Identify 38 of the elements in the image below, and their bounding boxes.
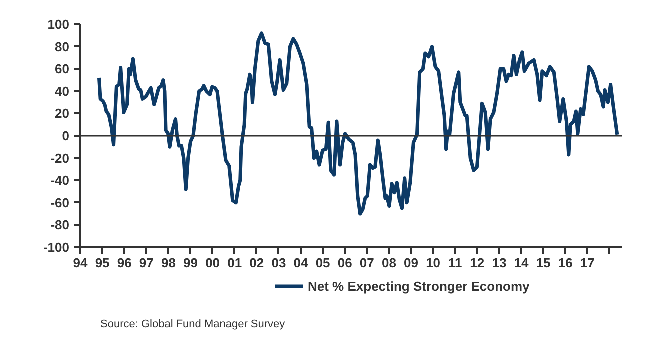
y-tick-label: 60	[55, 62, 70, 77]
x-tick-label: 99	[184, 256, 198, 270]
x-tick-label: 02	[250, 256, 264, 270]
legend-label: Net % Expecting Stronger Economy	[308, 278, 530, 294]
x-tick-label: 03	[272, 256, 286, 270]
x-tick-label: 13	[492, 256, 507, 270]
x-tick-label: 08	[382, 256, 396, 270]
y-tick-label: -100	[43, 240, 70, 255]
x-tick-label: 96	[117, 256, 132, 270]
x-tick-label: 00	[206, 256, 220, 270]
x-tick-label: 16	[558, 256, 573, 270]
line-series	[97, 32, 620, 216]
x-tick-label: 09	[404, 256, 418, 270]
y-tick-label: 80	[55, 39, 70, 54]
y-tick-label: -60	[50, 195, 70, 210]
x-tick-label: 07	[360, 256, 374, 270]
y-tick-label: -20	[50, 150, 70, 166]
x-tick-label: 05	[316, 256, 330, 270]
x-tick-label: 01	[228, 256, 242, 270]
x-tick-label: 06	[338, 256, 352, 270]
x-tick-label: 97	[139, 256, 154, 270]
y-tick-label: 40	[55, 84, 70, 99]
x-tick-label: 94	[73, 256, 88, 270]
x-tick-label: 95	[95, 256, 110, 270]
x-tick-label: 04	[294, 256, 310, 270]
source-note: Source: Global Fund Manager Survey	[100, 318, 286, 330]
x-tick-label: 12	[470, 256, 485, 270]
x-tick-label: 98	[161, 256, 176, 270]
x-tick-label: 11	[448, 256, 462, 270]
x-tick-label: 10	[426, 256, 441, 270]
y-tick-label: 20	[55, 106, 70, 122]
x-tick-label: 17	[580, 256, 595, 270]
x-tick-label: 15	[536, 256, 551, 270]
x-tick-label: 14	[514, 256, 530, 270]
y-tick-label: 0	[62, 128, 70, 144]
y-tick-label: 100	[48, 17, 70, 32]
y-tick-label: -80	[50, 218, 70, 233]
y-tick-label: -40	[50, 173, 70, 188]
